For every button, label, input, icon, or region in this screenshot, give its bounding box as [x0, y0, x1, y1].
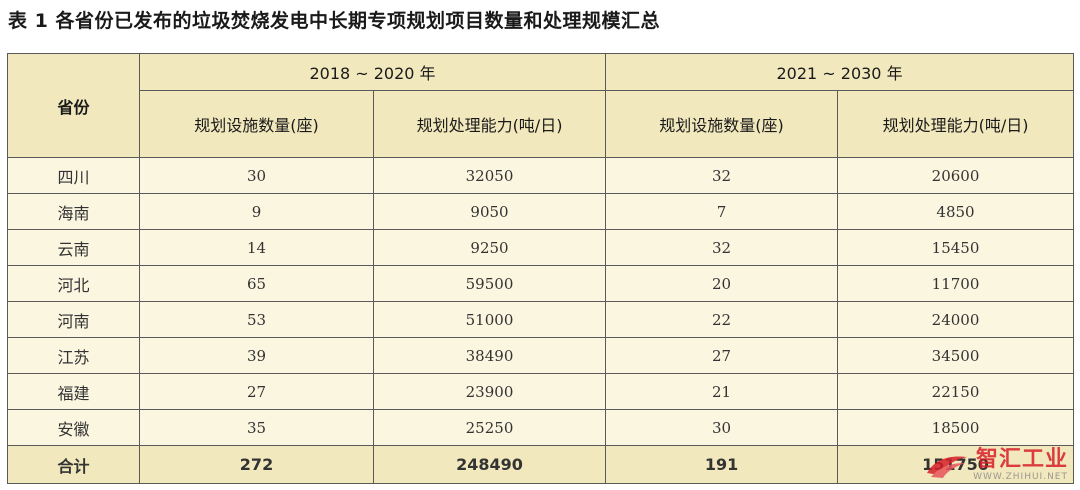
value-cell: 35 [139, 409, 374, 446]
value-cell: 59500 [372, 265, 607, 302]
value-cell: 30 [139, 157, 374, 194]
value-cell: 9 [139, 193, 374, 230]
province-cell: 安徽 [7, 409, 140, 446]
value-cell: 4850 [837, 193, 1075, 230]
province-header: 省份 [7, 53, 140, 158]
value-cell: 18500 [837, 409, 1075, 446]
subheader-capacity-1: 规划处理能力(吨/日) [372, 90, 607, 158]
value-cell: 23900 [372, 373, 607, 410]
province-cell: 河北 [7, 265, 140, 302]
value-cell: 11700 [837, 265, 1075, 302]
value-cell: 65 [139, 265, 374, 302]
value-cell: 22 [605, 301, 839, 338]
province-cell: 云南 [7, 229, 140, 266]
value-cell: 53 [139, 301, 374, 338]
province-cell: 四川 [7, 157, 140, 194]
table-row: 云南 14 9250 32 15450 [7, 229, 1075, 266]
province-cell: 福建 [7, 373, 140, 410]
subheader-facility-count-1: 规划设施数量(座) [139, 90, 374, 158]
value-cell: 38490 [372, 337, 607, 374]
value-cell: 51000 [372, 301, 607, 338]
value-cell: 20600 [837, 157, 1075, 194]
subheader-facility-count-2: 规划设施数量(座) [605, 90, 839, 158]
total-value: 191 [605, 445, 839, 484]
table-row: 福建 27 23900 21 22150 [7, 373, 1075, 410]
value-cell: 21 [605, 373, 839, 410]
watermark-text: 智汇工业 [975, 447, 1068, 472]
total-value: 248490 [372, 445, 607, 484]
value-cell: 25250 [372, 409, 607, 446]
value-cell: 15450 [837, 229, 1075, 266]
value-cell: 9250 [372, 229, 607, 266]
period-header-2021-2030: 2021 ~ 2030 年 [605, 53, 1075, 91]
value-cell: 7 [605, 193, 839, 230]
value-cell: 27 [139, 373, 374, 410]
value-cell: 14 [139, 229, 374, 266]
table-row: 安徽 35 25250 30 18500 [7, 409, 1075, 446]
value-cell: 32 [605, 157, 839, 194]
total-label: 合计 [7, 445, 140, 484]
value-cell: 24000 [837, 301, 1075, 338]
value-cell: 32050 [372, 157, 607, 194]
subheader-capacity-2: 规划处理能力(吨/日) [837, 90, 1075, 158]
value-cell: 39 [139, 337, 374, 374]
table-row: 四川 30 32050 32 20600 [7, 157, 1075, 194]
watermark-url: WWW.ZHIHUI.NET [973, 472, 1068, 482]
period-header-2018-2020: 2018 ~ 2020 年 [138, 53, 607, 91]
total-value: 272 [139, 445, 374, 484]
total-value: 151750 [837, 445, 1075, 484]
value-cell: 27 [605, 337, 839, 374]
table-row: 河北 65 59500 20 11700 [7, 265, 1075, 302]
table-title: 表 1 各省份已发布的垃圾焚烧发电中长期专项规划项目数量和处理规模汇总 [8, 10, 660, 32]
table-row: 海南 9 9050 7 4850 [7, 193, 1075, 230]
value-cell: 32 [605, 229, 839, 266]
value-cell: 22150 [837, 373, 1075, 410]
province-cell: 江苏 [7, 337, 140, 374]
summary-table: 省份 2018 ~ 2020 年 2021 ~ 2030 年 规划设施数量(座)… [7, 53, 1075, 484]
watermark-logo-icon [927, 456, 968, 478]
total-row: 合计 272 248490 191 151750 [7, 445, 1075, 484]
province-cell: 海南 [7, 193, 140, 230]
table-row: 河南 53 51000 22 24000 [7, 301, 1075, 338]
province-cell: 河南 [7, 301, 140, 338]
watermark: 智汇工业 WWW.ZHIHUI.NET [925, 449, 1068, 482]
table-row: 江苏 39 38490 27 34500 [7, 337, 1075, 374]
value-cell: 30 [605, 409, 839, 446]
value-cell: 9050 [372, 193, 607, 230]
value-cell: 20 [605, 265, 839, 302]
value-cell: 34500 [837, 337, 1075, 374]
